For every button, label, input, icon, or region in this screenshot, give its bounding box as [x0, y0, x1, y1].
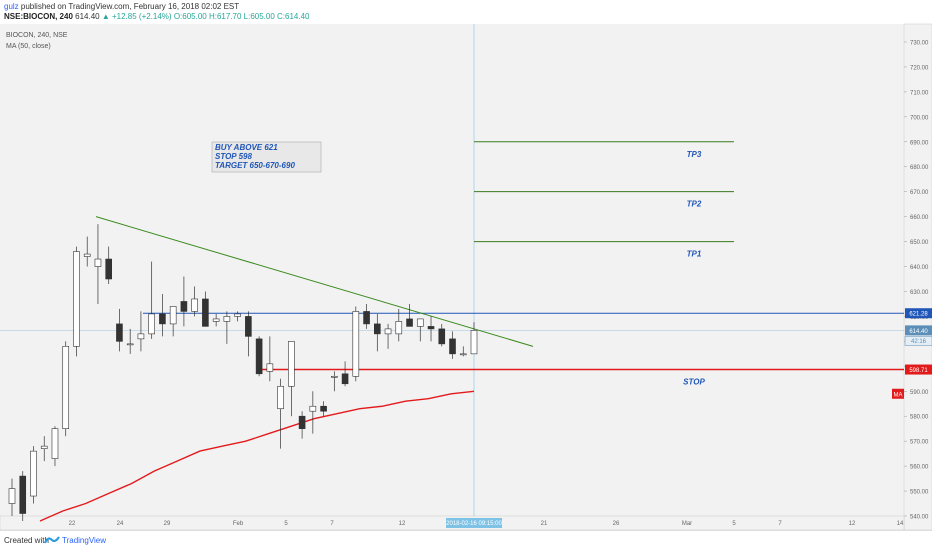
ohlc-values: O:605.00 H:617.70 L:605.00 C:614.40: [173, 12, 310, 21]
chart-legend: BIOCON, 240, NSE MA (50, close): [6, 30, 67, 52]
author-link[interactable]: gulz: [4, 2, 19, 11]
publish-info: gulz published on TradingView.com, Febru…: [4, 2, 239, 11]
created-with-label: Created with: [4, 536, 49, 545]
publish-date: published on TradingView.com, February 1…: [18, 2, 240, 11]
symbol-label[interactable]: NSE:BIOCON, 240: [4, 12, 73, 21]
chart-header: gulz published on TradingView.com, Febru…: [0, 0, 932, 24]
price-change: ▲ +12.85 (+2.14%): [101, 12, 172, 21]
symbol-quote: NSE:BIOCON, 240 614.40 ▲ +12.85 (+2.14%)…: [4, 12, 310, 21]
tradingview-logo-icon: [44, 536, 60, 544]
tradingview-brand[interactable]: TradingView: [62, 536, 107, 545]
legend-ma[interactable]: MA (50, close): [6, 43, 51, 50]
last-price: 614.40: [75, 12, 100, 21]
legend-symbol: BIOCON, 240, NSE: [6, 32, 68, 39]
footer: Created with TradingView: [0, 530, 932, 551]
chart-area[interactable]: [0, 24, 932, 530]
